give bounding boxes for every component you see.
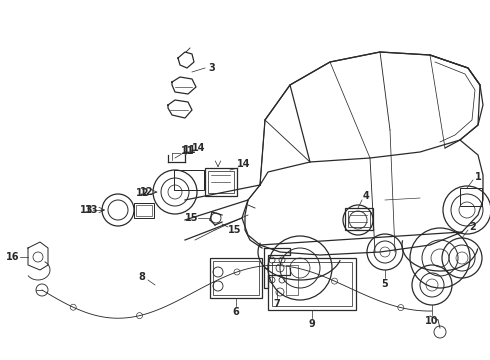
Text: 3: 3	[209, 63, 216, 73]
Bar	[174, 170, 204, 190]
Text: 5: 5	[382, 279, 389, 289]
Text: 6: 6	[233, 307, 240, 317]
Text: 12: 12	[140, 187, 154, 197]
Bar	[208, 171, 234, 193]
Bar	[134, 203, 154, 218]
Bar	[205, 168, 237, 196]
Text: 16: 16	[6, 252, 20, 262]
Text: 4: 4	[363, 191, 369, 201]
Text: 9: 9	[309, 319, 316, 329]
Text: 14: 14	[237, 159, 251, 169]
Text: 12: 12	[136, 188, 150, 198]
Bar	[213, 261, 259, 295]
Text: 10: 10	[425, 316, 439, 326]
Text: 11: 11	[183, 145, 197, 155]
Text: 7: 7	[273, 299, 280, 309]
Bar	[348, 211, 370, 227]
Bar	[286, 265, 298, 295]
Text: 8: 8	[139, 272, 146, 282]
Text: 15: 15	[185, 213, 199, 223]
Text: 13: 13	[85, 205, 99, 215]
Bar	[268, 258, 356, 310]
Text: 15: 15	[228, 225, 242, 235]
Bar	[345, 208, 373, 230]
Bar	[460, 188, 482, 206]
Text: 11: 11	[181, 146, 195, 156]
Bar	[210, 258, 262, 298]
Bar	[136, 205, 152, 216]
Text: 13: 13	[80, 205, 94, 215]
Text: 14: 14	[192, 143, 206, 153]
Bar	[272, 262, 352, 306]
Text: 2: 2	[469, 222, 476, 232]
Text: 1: 1	[475, 172, 481, 182]
